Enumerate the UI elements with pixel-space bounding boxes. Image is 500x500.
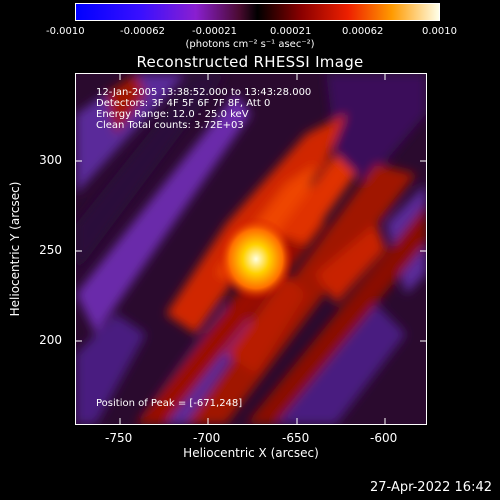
colorbar-tick-label: 0.00021: [270, 26, 312, 37]
rhessi-image-plot: 12-Jan-2005 13:38:52.000 to 13:43:28.000…: [75, 73, 427, 425]
timestamp: 27-Apr-2022 16:42: [370, 480, 492, 495]
info-clean-counts: Clean Total counts: 3.72E+03: [96, 120, 244, 131]
x-tick-label: -700: [193, 431, 221, 445]
colorbar-tick-label: -0.0010: [46, 26, 85, 37]
rhessi-image-map: [76, 74, 426, 424]
info-time-range: 12-Jan-2005 13:38:52.000 to 13:43:28.000: [96, 87, 312, 98]
y-tick-label: 300: [39, 153, 62, 167]
peak-position: Position of Peak = [-671,248]: [96, 398, 243, 409]
y-tick-label: 200: [39, 333, 62, 347]
colorbar-gradient: [76, 4, 439, 20]
info-detectors: Detectors: 3F 4F 5F 6F 7F 8F, Att 0: [96, 98, 271, 109]
emission-peak: [218, 217, 294, 301]
x-tick-label: -650: [282, 431, 310, 445]
x-axis-label: Heliocentric X (arcsec): [183, 446, 319, 460]
colorbar-tick-label: 0.00062: [342, 26, 384, 37]
y-tick-label: 250: [39, 243, 62, 257]
colorbar: [75, 3, 440, 21]
info-energy-range: Energy Range: 12.0 - 25.0 keV: [96, 109, 249, 120]
x-tick-label: -750: [105, 431, 133, 445]
colorbar-tick-label: 0.0010: [422, 26, 457, 37]
x-tick-label: -600: [370, 431, 398, 445]
colorbar-tick-label: -0.00021: [192, 26, 237, 37]
image-title: Reconstructed RHESSI Image: [136, 53, 364, 71]
colorbar-units: (photons cm⁻² s⁻¹ asec⁻²): [185, 39, 315, 50]
y-axis-label: Heliocentric Y (arcsec): [8, 181, 22, 317]
colorbar-tick-label: -0.00062: [120, 26, 165, 37]
